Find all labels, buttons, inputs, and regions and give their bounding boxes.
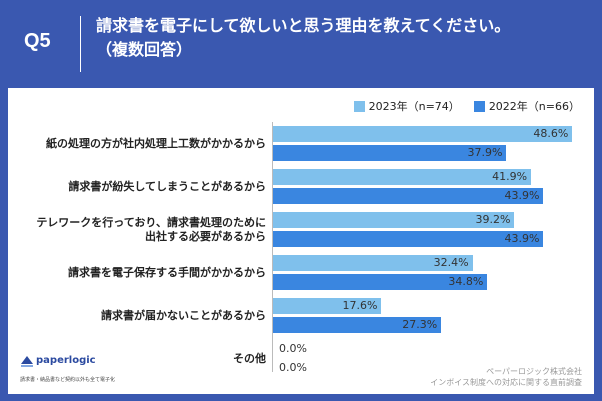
category-axis-line xyxy=(272,122,273,372)
bar-2023 xyxy=(273,255,473,271)
data-label: 0.0% xyxy=(279,342,307,355)
legend-swatch-2023 xyxy=(353,100,365,112)
bar-2023 xyxy=(273,169,532,185)
category-label-line: 出社する必要があるから xyxy=(145,229,266,243)
logo-tagline: 請求書・納品書など契約以外も全て電子化 xyxy=(20,377,116,383)
bar-2022 xyxy=(273,231,544,247)
bar-2022 xyxy=(273,188,544,204)
legend-item-2022: 2022年（n=66） xyxy=(473,98,580,114)
data-label: 39.2% xyxy=(475,213,511,226)
legend-item-2023: 2023年（n=74） xyxy=(353,98,460,114)
bar-2023 xyxy=(273,126,573,142)
category-label: 紙の処理の方が社内処理上工数がかかるから xyxy=(6,137,266,151)
category-label-line: 請求書を電子保存する手間がかかるから xyxy=(68,265,266,279)
header: Q5 請求書を電子にして欲しいと思う理由を教えてください。 （複数回答） xyxy=(0,0,602,88)
header-divider xyxy=(80,16,81,72)
data-label: 0.0% xyxy=(279,361,307,374)
data-label: 48.6% xyxy=(533,127,569,140)
bar-2023 xyxy=(273,212,515,228)
category-label: テレワークを行っており、請求書処理のために 出社する必要があるから xyxy=(6,216,266,244)
data-label: 27.3% xyxy=(402,318,438,331)
data-label: 43.9% xyxy=(504,189,540,202)
logo-wordmark: paperlogic xyxy=(36,355,96,366)
category-label-line: 紙の処理の方が社内処理上工数がかかるから xyxy=(46,136,266,150)
category-label-line: 請求書が届かないことがあるから xyxy=(101,308,266,322)
category-label-line: その他 xyxy=(233,351,266,365)
source-note: ペーパーロジック株式会社 インボイス制度への対応に関する直前調査 xyxy=(430,366,582,388)
source-line-2: インボイス制度への対応に関する直前調査 xyxy=(430,378,582,387)
bar-2023 xyxy=(273,298,382,314)
legend-label-2022: 2022年（n=66） xyxy=(488,100,580,113)
data-label: 43.9% xyxy=(504,232,540,245)
data-label: 37.9% xyxy=(467,146,503,159)
chart-legend: 2023年（n=74） 2022年（n=66） xyxy=(353,98,580,114)
source-line-1: ペーパーロジック株式会社 xyxy=(486,367,582,376)
data-label: 34.8% xyxy=(448,275,484,288)
category-label-line: 請求書が紛失してしまうことがあるから xyxy=(68,179,266,193)
data-label: 41.9% xyxy=(492,170,528,183)
bar-2022 xyxy=(273,145,507,161)
category-label: 請求書が届かないことがあるから xyxy=(6,309,266,323)
data-label: 17.6% xyxy=(342,299,378,312)
paperlogic-logo-icon xyxy=(21,356,33,367)
title-line-1: 請求書を電子にして欲しいと思う理由を教えてください。 xyxy=(96,16,511,35)
category-label: 請求書を電子保存する手間がかかるから xyxy=(6,266,266,280)
category-label: 請求書が紛失してしまうことがあるから xyxy=(6,180,266,194)
data-label: 32.4% xyxy=(433,256,469,269)
category-label: その他 xyxy=(6,352,266,366)
legend-label-2023: 2023年（n=74） xyxy=(368,100,460,113)
chart-card: 2023年（n=74） 2022年（n=66） paperlogic 請求書・納… xyxy=(8,88,594,394)
bar-2022 xyxy=(273,317,442,333)
title-line-2: （複数回答） xyxy=(96,40,193,59)
page-title: 請求書を電子にして欲しいと思う理由を教えてください。 （複数回答） xyxy=(96,14,586,62)
category-label-line: テレワークを行っており、請求書処理のために xyxy=(36,215,266,229)
bar-2022 xyxy=(273,274,488,290)
legend-swatch-2022 xyxy=(473,100,485,112)
question-number: Q5 xyxy=(24,30,51,52)
